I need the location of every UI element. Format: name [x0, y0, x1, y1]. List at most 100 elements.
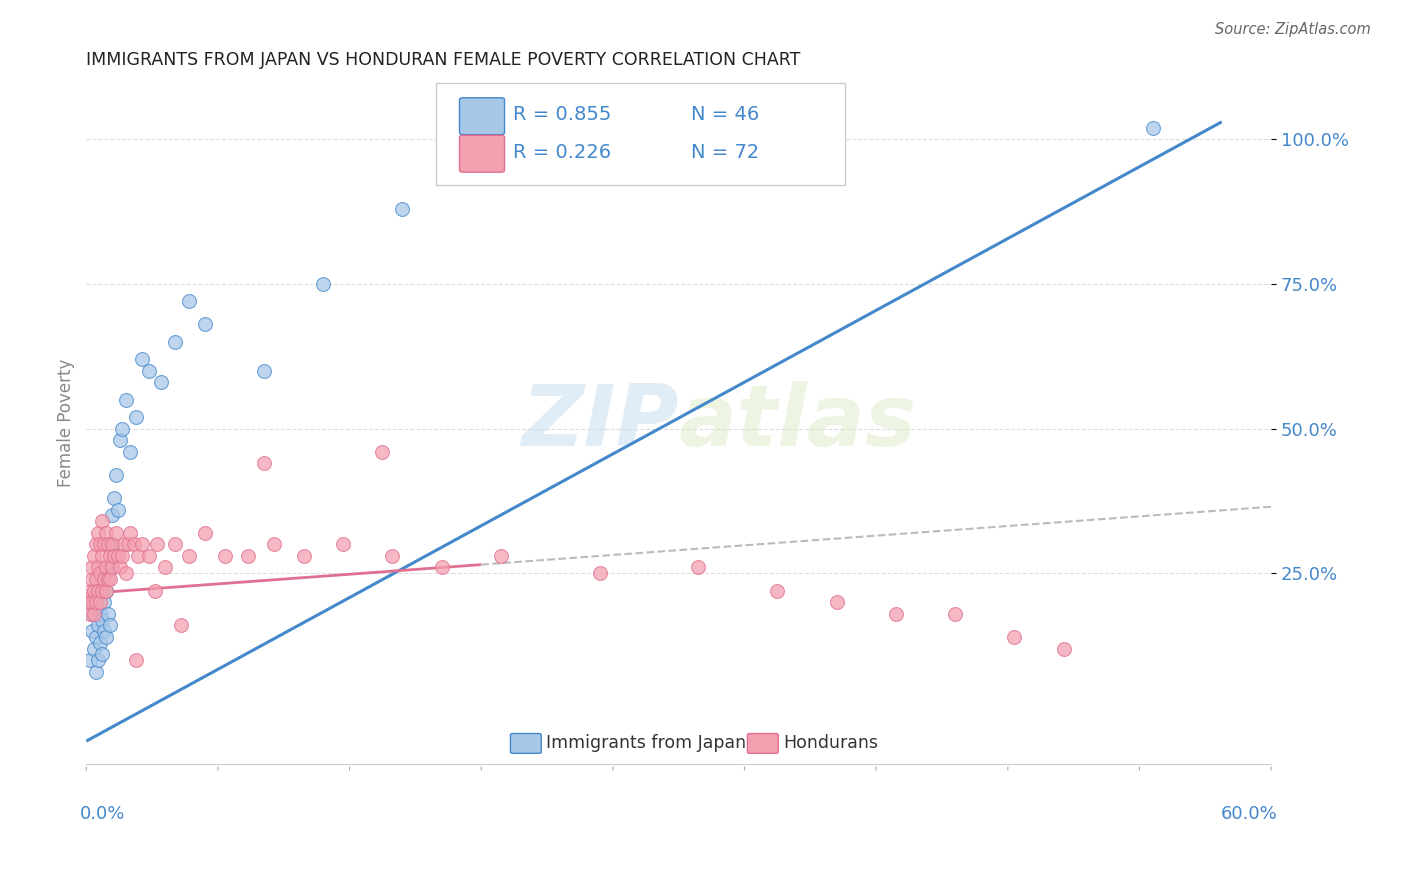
- Point: [91, 514, 114, 528]
- Point: [122, 537, 145, 551]
- Point: [114, 392, 136, 407]
- Point: [89, 583, 111, 598]
- Point: [101, 537, 124, 551]
- Point: [82, 624, 104, 639]
- Text: Hondurans: Hondurans: [783, 734, 877, 752]
- Point: [165, 334, 187, 349]
- Point: [391, 202, 413, 216]
- Point: [170, 618, 193, 632]
- Point: [89, 537, 111, 551]
- Point: [107, 549, 129, 563]
- Point: [97, 607, 120, 621]
- Point: [108, 560, 131, 574]
- Point: [93, 624, 115, 639]
- Point: [84, 665, 107, 679]
- Text: R = 0.855: R = 0.855: [513, 105, 612, 124]
- Point: [124, 653, 146, 667]
- Point: [82, 595, 104, 609]
- Point: [1053, 641, 1076, 656]
- Point: [1142, 120, 1164, 135]
- Point: [430, 560, 453, 574]
- Point: [194, 318, 217, 332]
- FancyBboxPatch shape: [436, 83, 845, 186]
- Point: [884, 607, 907, 621]
- Point: [104, 467, 127, 482]
- Point: [94, 583, 117, 598]
- Point: [91, 578, 114, 592]
- Point: [82, 560, 104, 574]
- Text: Source: ZipAtlas.com: Source: ZipAtlas.com: [1215, 22, 1371, 37]
- Point: [292, 549, 315, 563]
- FancyBboxPatch shape: [748, 733, 778, 754]
- Point: [138, 364, 160, 378]
- Point: [93, 572, 115, 586]
- Point: [117, 537, 139, 551]
- Point: [238, 549, 260, 563]
- Point: [93, 537, 115, 551]
- Text: ZIP: ZIP: [522, 381, 679, 465]
- Point: [94, 630, 117, 644]
- Point: [89, 636, 111, 650]
- Point: [127, 549, 149, 563]
- Point: [112, 537, 135, 551]
- Point: [118, 444, 141, 458]
- Text: IMMIGRANTS FROM JAPAN VS HONDURAN FEMALE POVERTY CORRELATION CHART: IMMIGRANTS FROM JAPAN VS HONDURAN FEMALE…: [86, 51, 800, 69]
- Point: [79, 607, 101, 621]
- Point: [97, 537, 120, 551]
- Point: [84, 630, 107, 644]
- Point: [111, 549, 134, 563]
- Point: [1002, 630, 1025, 644]
- Point: [101, 537, 124, 551]
- Point: [79, 583, 101, 598]
- Point: [101, 508, 124, 523]
- Point: [83, 549, 105, 563]
- Point: [177, 294, 200, 309]
- Point: [87, 653, 110, 667]
- Point: [104, 525, 127, 540]
- Point: [89, 566, 111, 581]
- Point: [107, 502, 129, 516]
- Point: [145, 583, 167, 598]
- Point: [214, 549, 236, 563]
- Point: [101, 560, 124, 574]
- Point: [381, 549, 404, 563]
- Point: [103, 491, 125, 505]
- Text: N = 72: N = 72: [690, 143, 759, 161]
- Point: [118, 525, 141, 540]
- Point: [103, 549, 125, 563]
- FancyBboxPatch shape: [510, 733, 541, 754]
- Point: [114, 566, 136, 581]
- Point: [79, 653, 101, 667]
- Point: [82, 572, 104, 586]
- Point: [108, 433, 131, 447]
- Point: [98, 572, 121, 586]
- Text: atlas: atlas: [679, 381, 917, 465]
- Point: [253, 364, 276, 378]
- Point: [489, 549, 512, 563]
- Point: [98, 549, 121, 563]
- Point: [87, 583, 110, 598]
- Point: [97, 572, 120, 586]
- Point: [83, 641, 105, 656]
- Point: [89, 595, 111, 609]
- Text: 0.0%: 0.0%: [80, 805, 125, 823]
- Point: [589, 566, 612, 581]
- Point: [98, 560, 121, 574]
- Point: [93, 595, 115, 609]
- Point: [111, 421, 134, 435]
- Point: [89, 607, 111, 621]
- Point: [138, 549, 160, 563]
- Point: [83, 607, 105, 621]
- Text: R = 0.226: R = 0.226: [513, 143, 612, 161]
- Point: [177, 549, 200, 563]
- Point: [155, 560, 177, 574]
- Point: [131, 537, 153, 551]
- Point: [94, 560, 117, 574]
- Point: [77, 595, 100, 609]
- Point: [766, 583, 789, 598]
- FancyBboxPatch shape: [460, 98, 505, 135]
- Point: [124, 410, 146, 425]
- Point: [98, 618, 121, 632]
- Point: [87, 590, 110, 604]
- Point: [150, 376, 173, 390]
